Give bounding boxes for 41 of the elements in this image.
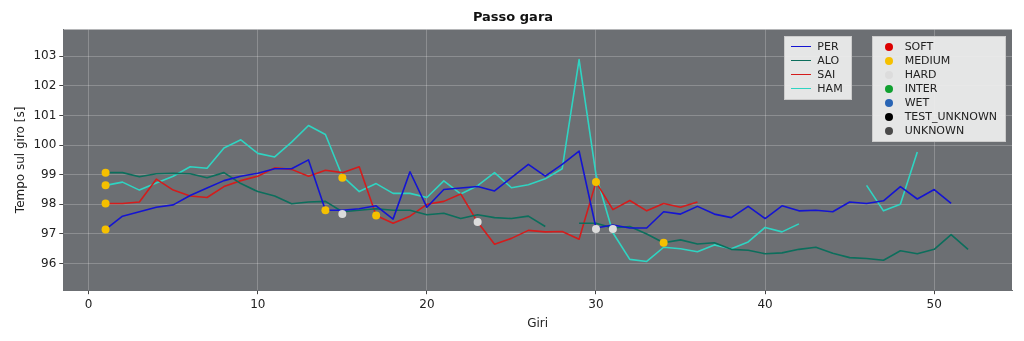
x-tick-label: 50 [926,296,942,311]
legend-label: PER [817,39,839,53]
point [338,173,347,182]
y-tick-label: 103 [33,48,57,63]
y-axis-title: Tempo sul giro [s] [13,106,28,215]
x-tick-label: 0 [84,296,93,311]
y-tick-label: 102 [33,77,57,92]
point [101,168,110,177]
x-tick-label: 40 [757,296,773,311]
legend-label: ALO [817,53,840,67]
y-tick-label: 96 [41,255,57,270]
legend-label: SOFT [904,39,934,53]
legend-label: UNKNOWN [904,123,965,137]
legend-label: SAI [817,67,836,81]
point [372,211,381,220]
point [473,218,482,227]
point [659,238,668,247]
point [591,178,600,187]
y-tick-label: 98 [41,196,57,211]
y-tick-label: 99 [41,166,57,181]
x-tick-label: 30 [588,296,604,311]
point [591,224,600,233]
y-tick-label: 101 [33,107,57,122]
legend-label: INTER [904,81,938,95]
point [101,181,110,190]
x-axis-title: Giri [527,315,549,330]
x-tick-label: 20 [419,296,435,311]
point [101,199,110,208]
y-tick-label: 97 [41,226,57,241]
legend-label: WET [904,95,930,109]
y-tick-label: 100 [33,137,57,152]
point [101,225,110,234]
legend-label: MEDIUM [904,53,951,67]
chart-title: Passo gara [472,9,554,25]
legend-label: TEST_UNKNOWN [904,109,997,123]
point [321,206,330,215]
point [338,210,347,219]
legend-label: HARD [904,67,937,81]
legend-label: HAM [817,81,843,95]
x-tick-label: 10 [250,296,266,311]
point [608,224,617,233]
